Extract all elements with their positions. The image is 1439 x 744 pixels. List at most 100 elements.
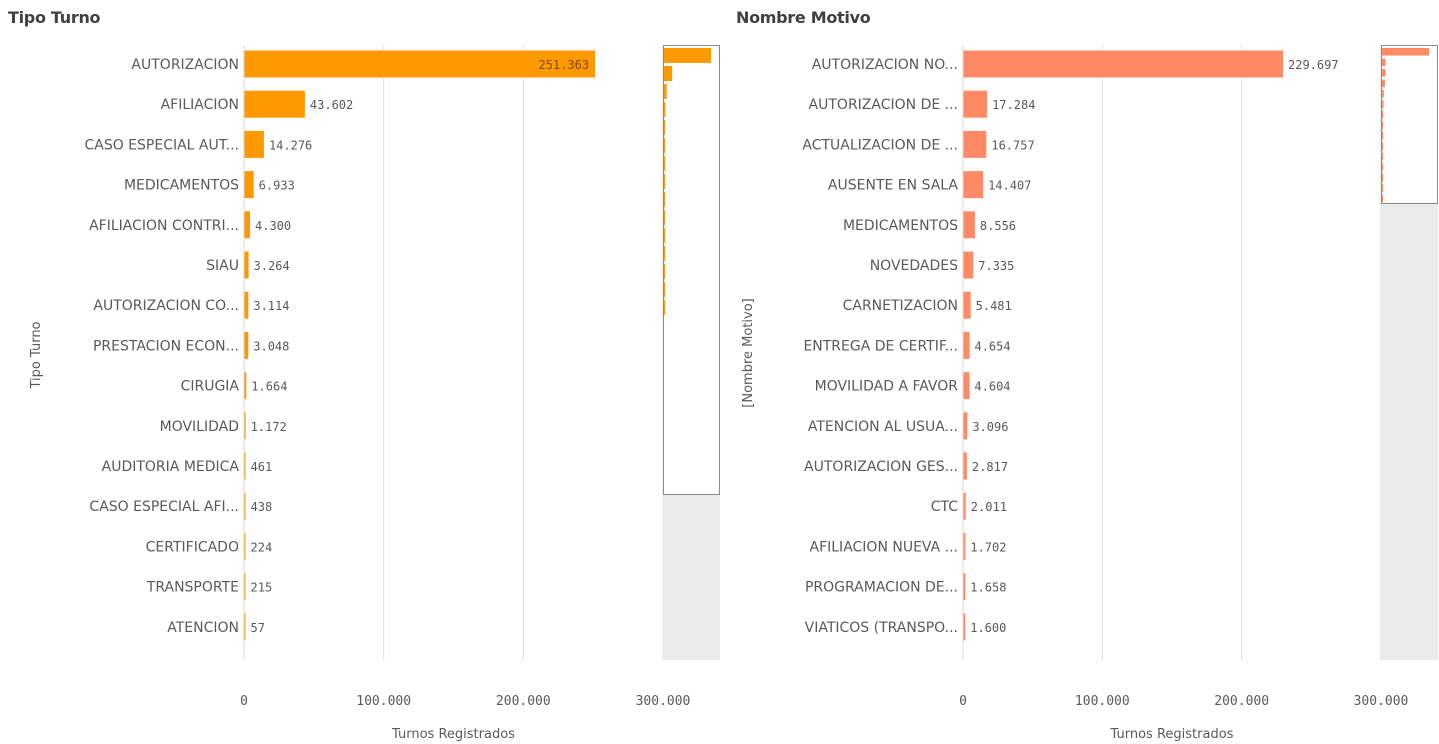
chart-title: Nombre Motivo: [736, 8, 871, 27]
minimap-bar: [664, 210, 665, 225]
value-label: 4.300: [255, 219, 291, 233]
bar[interactable]: [963, 492, 966, 520]
bar[interactable]: [244, 372, 247, 400]
value-label: 16.757: [991, 138, 1034, 152]
bar[interactable]: [963, 291, 971, 319]
bar[interactable]: [244, 130, 264, 158]
bar[interactable]: [244, 412, 246, 440]
category-label: CASO ESPECIAL AUT...: [84, 137, 239, 153]
minimap-bar: [1382, 132, 1383, 140]
bar[interactable]: [244, 573, 246, 601]
minimap-bar: [1382, 48, 1429, 56]
value-label: 57: [251, 621, 265, 635]
tipo-turno-chart[interactable]: AUTORIZACION 251.363 AFILIACION 43.602 CASO …: [0, 0, 720, 744]
bar[interactable]: [963, 412, 968, 440]
category-label: MEDICAMENTOS: [843, 218, 958, 234]
bar[interactable]: [244, 291, 249, 319]
value-label: 3.114: [253, 299, 289, 313]
minimap-bar: [664, 156, 665, 171]
bar[interactable]: [963, 211, 975, 239]
bar[interactable]: [244, 532, 246, 560]
category-label: ATENCION AL USUA...: [808, 419, 958, 435]
minimap-bar: [1382, 58, 1386, 66]
bar[interactable]: [244, 452, 246, 480]
category-label: PROGRAMACION DE...: [805, 580, 958, 596]
x-tick-label: 100.000: [356, 694, 411, 709]
bar[interactable]: [963, 50, 1284, 78]
bar[interactable]: [963, 452, 967, 480]
value-label: 14.407: [988, 179, 1031, 193]
bar[interactable]: [244, 171, 254, 199]
minimap-bar: [1382, 153, 1383, 161]
minimap-bar: [1382, 69, 1386, 77]
value-label: 2.817: [972, 460, 1008, 474]
value-label: 7.335: [978, 259, 1014, 273]
nombre-motivo-panel: Nombre Motivo AUTORIZACION NO... 229.697 A…: [720, 0, 1439, 744]
minimap-bar: [664, 264, 665, 279]
x-axis-title: Turnos Registrados: [1110, 727, 1234, 742]
bar[interactable]: [963, 130, 987, 158]
x-tick-label: 300.000: [636, 694, 691, 709]
minimap-bar: [664, 102, 666, 117]
value-label: 215: [251, 581, 273, 595]
category-label: MOVILIDAD: [160, 419, 239, 435]
tipo-turno-panel: Tipo Turno AUTORIZACION 251.363 AFILIACION…: [0, 0, 720, 744]
value-label: 1.172: [251, 420, 287, 434]
x-tick-label: 300.000: [1354, 694, 1409, 709]
minimap-bar: [1382, 90, 1384, 98]
bar[interactable]: [244, 50, 596, 78]
minimap-bar: [664, 246, 665, 261]
value-label: 1.702: [970, 540, 1006, 554]
category-label: NOVEDADES: [870, 258, 958, 274]
value-label: 8.556: [980, 219, 1016, 233]
bar[interactable]: [244, 211, 251, 239]
bar[interactable]: [963, 331, 970, 359]
category-label: AUTORIZACION DE ...: [809, 97, 958, 113]
value-label: 2.011: [971, 500, 1007, 514]
bar[interactable]: [963, 372, 970, 400]
value-label: 17.284: [992, 98, 1035, 112]
minimap-window[interactable]: [663, 45, 720, 495]
bar[interactable]: [963, 532, 966, 560]
value-label: 461: [251, 460, 273, 474]
minimap-bar: [664, 192, 665, 207]
value-label: 43.602: [310, 98, 353, 112]
bar[interactable]: [244, 251, 249, 279]
bar[interactable]: [963, 171, 984, 199]
bar[interactable]: [244, 331, 249, 359]
category-label: MEDICAMENTOS: [124, 178, 239, 194]
bar[interactable]: [963, 90, 988, 118]
minimap-window[interactable]: [1381, 45, 1438, 204]
minimap-bar: [664, 120, 665, 135]
category-label: AFILIACION CONTRI...: [89, 218, 239, 234]
category-label: CERTIFICADO: [146, 539, 239, 555]
bar[interactable]: [244, 90, 305, 118]
x-axis-title: Turnos Registrados: [391, 727, 515, 742]
bar[interactable]: [963, 613, 966, 641]
minimap-bar: [1382, 121, 1383, 129]
category-label: AUTORIZACION NO...: [812, 57, 958, 73]
minimap-bar: [1382, 142, 1383, 150]
bar[interactable]: [244, 492, 246, 520]
value-label: 14.276: [269, 138, 312, 152]
category-label: AFILIACION NUEVA ...: [810, 539, 959, 555]
x-tick-label: 200.000: [1214, 694, 1269, 709]
value-label: 1.658: [970, 581, 1006, 595]
value-label: 438: [251, 500, 273, 514]
category-label: AUTORIZACION CO...: [93, 298, 239, 314]
category-label: AUDITORIA MEDICA: [102, 459, 240, 475]
x-tick-label: 100.000: [1075, 694, 1130, 709]
minimap-bar: [1382, 195, 1383, 203]
x-tick-label: 200.000: [496, 694, 551, 709]
value-label: 3.264: [254, 259, 290, 273]
bar[interactable]: [963, 251, 974, 279]
bar[interactable]: [963, 573, 966, 601]
category-label: VIATICOS (TRANSPO...: [805, 620, 958, 636]
category-label: AFILIACION: [161, 97, 239, 113]
minimap-bar: [664, 84, 667, 99]
nombre-motivo-chart[interactable]: AUTORIZACION NO... 229.697 AUTORIZACION DE…: [720, 0, 1439, 744]
bar[interactable]: [244, 613, 246, 641]
minimap-bar: [1382, 184, 1383, 192]
minimap-bar: [1382, 79, 1385, 87]
category-label: TRANSPORTE: [146, 580, 239, 596]
